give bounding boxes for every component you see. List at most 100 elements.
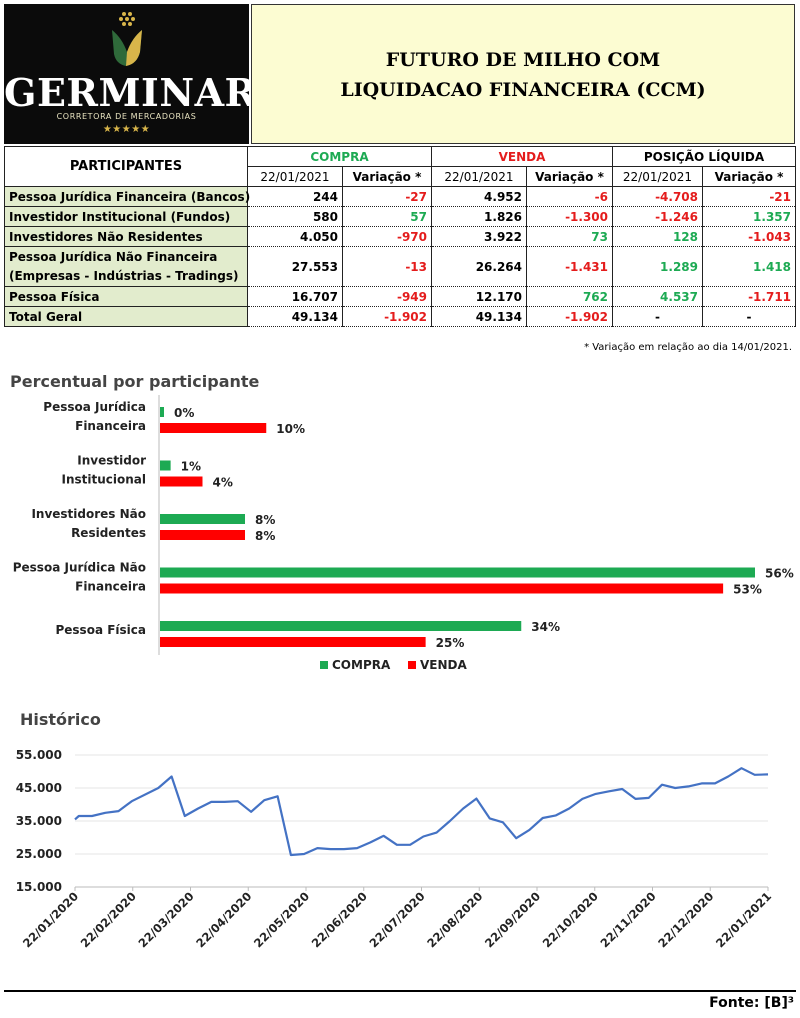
legend-label-compra: COMPRA: [332, 658, 391, 672]
bar-venda: [160, 637, 426, 647]
y-tick-label: 45.000: [16, 781, 62, 795]
brand-tagline: CORRETORA DE MERCADORIAS: [56, 112, 197, 121]
compra-value: 580: [247, 206, 343, 227]
bar-venda: [160, 423, 267, 433]
history-chart-title: Histórico: [20, 710, 101, 729]
venda-date-header: 22/01/2021: [431, 166, 527, 187]
compra-value: 27.553: [247, 246, 343, 287]
venda-variation: -1.300: [526, 206, 613, 227]
report-title-box: FUTURO DE MILHO COM LIQUIDACAO FINANCEIR…: [251, 4, 795, 144]
posicao-variation: -: [701, 306, 797, 327]
venda-value: 4.952: [431, 186, 527, 207]
compra-value: 244: [247, 186, 343, 207]
legend-swatch-compra: [320, 661, 328, 669]
compra-header: COMPRA: [247, 146, 432, 167]
venda-value: 49.134: [431, 306, 527, 327]
bar-data-label: 8%: [255, 529, 275, 543]
table-row: Investidor Institucional (Fundos) 580 57…: [4, 206, 797, 227]
bar-data-label: 10%: [276, 422, 305, 436]
venda-value: 3.922: [431, 226, 527, 247]
category-label: Institucional: [61, 473, 146, 487]
participants-header: PARTICIPANTES: [4, 146, 248, 187]
venda-variation-header: Variação *: [526, 166, 613, 187]
y-tick-label: 15.000: [16, 880, 62, 894]
bar-compra: [160, 621, 522, 631]
x-tick-label: 22/10/2020: [540, 889, 601, 950]
source-label: Fonte: [B]³: [709, 995, 794, 1011]
table-row: Pessoa Jurídica Financeira (Bancos) 244 …: [4, 186, 797, 207]
bar-venda: [160, 583, 724, 594]
x-tick-label: 22/01/2021: [713, 889, 774, 950]
row-label-line-2: (Empresas - Indústrias - Tradings): [9, 268, 239, 283]
compra-variation: -970: [342, 226, 432, 247]
venda-header: VENDA: [431, 146, 613, 167]
bar-data-label: 34%: [531, 620, 560, 634]
venda-value: 26.264: [431, 246, 527, 287]
table-row: Pessoa Física 16.707 -949 12.170 762 4.5…: [4, 286, 797, 307]
rating-stars: ★★★★★: [102, 124, 151, 135]
bar-data-label: 4%: [213, 476, 233, 490]
x-tick-label: 22/06/2020: [309, 889, 370, 950]
report-title-line-1: FUTURO DE MILHO COM: [385, 49, 661, 71]
posicao-value: 4.537: [612, 286, 703, 307]
bar-data-label: 25%: [436, 636, 465, 650]
venda-variation: -1.902: [526, 306, 613, 327]
bar-compra: [160, 567, 755, 578]
corn-leaf-icon: [112, 12, 142, 66]
compra-variation: -1.902: [342, 306, 432, 327]
history-series-line: [74, 767, 769, 857]
venda-variation: -6: [526, 186, 613, 207]
compra-date-header: 22/01/2021: [247, 166, 343, 187]
participant-bar-chart: Pessoa Jurídica Financeira 0% 10% Investidor…: [13, 395, 794, 672]
row-label: Total Geral: [4, 306, 248, 327]
posicao-header: POSIÇÃO LÍQUIDA: [611, 146, 797, 167]
bar-compra: [160, 460, 171, 471]
x-tick-label: 22/05/2020: [251, 889, 312, 950]
category-label: Pessoa Jurídica: [43, 400, 146, 414]
row-label: Investidores Não Residentes: [4, 226, 248, 247]
report-header: GERMINAR CORRETORA DE MERCADORIAS ★★★★★ …: [4, 4, 795, 144]
history-line-chart: 15.000 25.000 35.000 45.000 55.000 22/01/2020…: [16, 748, 774, 950]
x-tick-label: 22/11/2020: [598, 889, 659, 950]
posicao-date-header: 22/01/2021: [612, 166, 703, 187]
posicao-variation-header: Variação *: [701, 166, 797, 187]
bar-data-label: 8%: [255, 513, 275, 527]
y-tick-label: 25.000: [16, 847, 62, 861]
participants-table: PARTICIPANTES COMPRA VENDA POSIÇÃO LÍQUI…: [4, 146, 797, 327]
x-tick-label: 22/03/2020: [136, 889, 197, 950]
posicao-variation: -1.711: [701, 286, 797, 307]
compra-variation: -13: [342, 246, 432, 287]
row-label: Pessoa Física: [4, 286, 248, 307]
posicao-value: -4.708: [612, 186, 703, 207]
posicao-variation: -21: [701, 186, 797, 207]
compra-variation: -27: [342, 186, 432, 207]
category-label: Investidor: [77, 454, 146, 468]
bottom-divider: [4, 990, 796, 992]
table-footnote: * Variação em relação ao dia 14/01/2021.: [584, 342, 792, 353]
bar-data-label: 1%: [181, 460, 201, 474]
venda-value: 1.826: [431, 206, 527, 227]
legend-swatch-venda: [408, 661, 416, 669]
category-label: Investidores Não: [31, 507, 146, 521]
venda-value: 12.170: [431, 286, 527, 307]
germinar-logo: GERMINAR CORRETORA DE MERCADORIAS ★★★★★: [4, 4, 256, 144]
row-label: Pessoa Jurídica Financeira (Bancos): [4, 186, 250, 207]
compra-value: 16.707: [247, 286, 343, 307]
category-label: Financeira: [75, 419, 146, 433]
x-tick-label: 22/07/2020: [367, 889, 428, 950]
table-row: Investidores Não Residentes 4.050 -970 3…: [4, 226, 797, 247]
category-label: Pessoa Física: [55, 623, 146, 637]
bar-data-label: 0%: [174, 406, 194, 420]
x-tick-label: 22/02/2020: [78, 889, 139, 950]
venda-variation: 762: [526, 286, 613, 307]
posicao-value: -: [612, 306, 703, 327]
bar-data-label: 56%: [765, 567, 794, 581]
compra-value: 4.050: [247, 226, 343, 247]
x-tick-label: 22/04/2020: [193, 889, 254, 950]
x-tick-label: 22/09/2020: [482, 889, 543, 950]
venda-variation: 73: [526, 226, 613, 247]
compra-value: 49.134: [247, 306, 343, 327]
posicao-variation: 1.357: [701, 206, 797, 227]
report-title-line-2: LIQUIDACAO FINANCEIRA (CCM): [340, 79, 706, 101]
posicao-value: 1.289: [612, 246, 703, 287]
